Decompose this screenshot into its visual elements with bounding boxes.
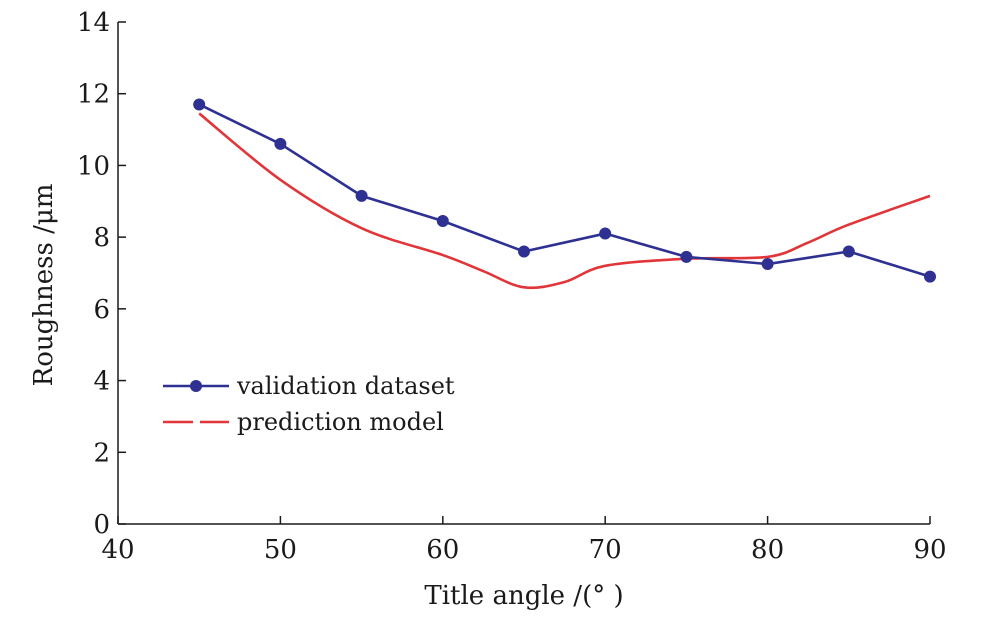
x-tick-label: 60 <box>426 535 459 565</box>
y-tick-label: 2 <box>93 438 110 468</box>
y-tick-label: 10 <box>77 151 110 181</box>
x-tick-label: 90 <box>913 535 946 565</box>
y-tick-label: 12 <box>77 80 110 110</box>
y-tick-label: 4 <box>93 367 110 397</box>
x-tick-label: 70 <box>589 535 622 565</box>
axes: 40 50 60 70 80 90 0 2 4 6 8 10 12 14 <box>77 8 947 565</box>
data-point <box>680 250 693 263</box>
series-layer <box>193 98 936 290</box>
data-point <box>193 98 206 111</box>
y-tick-label: 8 <box>93 223 110 253</box>
x-tick-label: 50 <box>264 535 297 565</box>
x-tick-label: 40 <box>101 535 134 565</box>
legend: validation dataset prediction model <box>163 372 455 436</box>
series-line-validation-dataset <box>198 103 931 278</box>
legend-marker <box>190 380 202 392</box>
x-axis-title: Title angle /(° ) <box>424 581 623 611</box>
y-tick-label: 6 <box>93 295 110 325</box>
legend-label: validation dataset <box>236 372 455 400</box>
data-point <box>518 245 530 258</box>
data-point <box>274 137 287 150</box>
data-point <box>355 189 368 202</box>
data-point <box>842 245 855 258</box>
y-tick-label: 0 <box>93 510 110 540</box>
y-axis-title: Roughness /μm <box>29 184 59 387</box>
series-line-prediction-model <box>198 112 931 290</box>
data-point <box>436 215 449 228</box>
data-point <box>599 227 612 240</box>
legend-label: prediction model <box>237 408 444 436</box>
x-tick-label: 80 <box>751 535 784 565</box>
data-point <box>924 270 936 283</box>
y-tick-label: 14 <box>77 8 110 38</box>
data-point <box>761 258 774 271</box>
